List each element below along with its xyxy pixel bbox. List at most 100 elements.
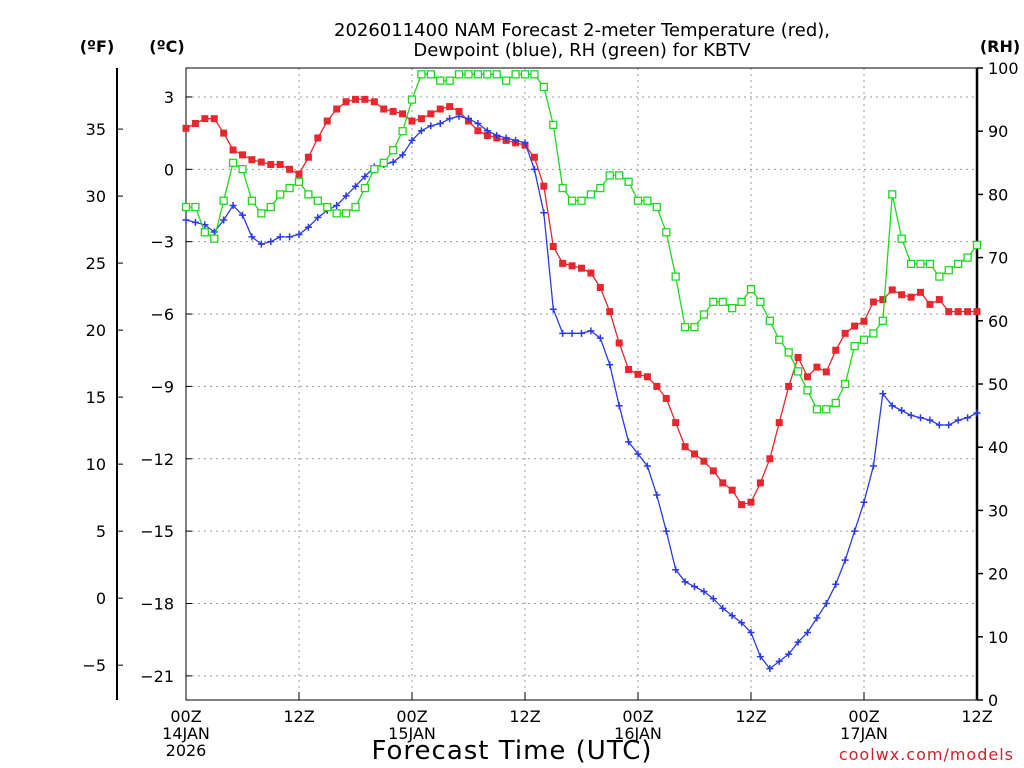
dewpoint-point [389,158,397,166]
rh-point [341,209,351,218]
temperature-point [220,129,228,137]
rh-point [812,405,822,414]
rh-point [247,196,257,205]
temperature-point [427,110,435,118]
temperature-point [662,394,670,402]
temperature-point [474,127,482,135]
rh-point [276,190,285,199]
rh-point [784,348,793,357]
dewpoint-point [229,201,237,209]
dewpoint-point [662,527,670,535]
temperature-point [794,353,802,361]
x-tick-label: 00Z [396,707,427,726]
x-tick-label: 12Z [509,707,540,726]
celsius-tick-label: −21 [140,667,174,686]
rh-point [351,202,360,212]
dewpoint-point [361,173,369,181]
rh-point [454,70,464,79]
rh-point [652,202,661,212]
dewpoint-point [709,595,717,603]
rh-point [803,386,812,395]
dewpoint-point [907,411,915,419]
temperature-point [775,419,783,427]
fahrenheit-tick-label: 10 [86,455,106,474]
dewpoint-point [530,165,538,173]
dewpoint-point [257,240,265,248]
dewpoint-point [333,201,341,209]
dewpoint-point [286,233,294,241]
temperature-point [276,160,284,168]
dewpoint-point [304,223,312,231]
dewpoint-point [804,628,811,636]
rh-tick-label: 100 [988,59,1019,78]
temperature-point [483,132,491,140]
rh-point [680,322,690,332]
temperature-point [643,373,651,381]
dewpoint-point [549,305,557,313]
rh-point [257,209,266,218]
dewpoint-point [964,414,972,422]
temperature-point [455,107,463,115]
dewpoint-point [191,218,199,226]
temperature-point [691,450,698,458]
temperature-point [869,298,877,306]
rh-point [219,196,228,205]
rh-point [699,310,709,319]
rh-point [888,190,897,199]
rh-point [558,183,567,193]
dewpoint-point [493,132,501,140]
dewpoint-point [220,216,228,224]
series-layer [181,70,982,673]
fahrenheit-tick-label: 30 [86,187,106,206]
temperature-point [709,467,717,475]
rh-point [643,196,652,205]
dewpoint-point [455,112,463,120]
celsius-tick-label: 3 [164,88,174,107]
rh-point [737,297,746,306]
temperature-point [380,105,388,113]
temperature-point [182,124,190,132]
rh-point [728,304,737,313]
rh-point [793,367,803,376]
dewpoint-point [681,578,689,586]
temperature-point [568,262,576,270]
temperature-point [615,339,623,347]
temperature-point [681,443,689,451]
rh-point [191,202,200,212]
dewpoint-point [314,214,322,222]
rh-tick-label: 90 [988,122,1008,141]
chart-title-line-1: 2026011400 NAM Forecast 2-meter Temperat… [334,20,830,41]
x-axis-label: Forecast Time (UTC) [371,736,652,766]
rh-point [709,297,718,306]
rh-point [841,379,850,389]
dewpoint-point [813,614,821,622]
temperature-point [304,153,312,161]
temperature-point [785,382,793,390]
temperature-point [747,498,755,506]
dewpoint-point [427,122,435,130]
dewpoint-point [785,650,793,658]
temperature-point [945,308,953,316]
dewpoint-point [615,402,623,410]
dewpoint-point [474,119,482,127]
dewpoint-point [917,414,924,422]
temperature-point [361,95,369,103]
rh-unit-label: (RH) [980,37,1020,56]
axes: 35302520151050−530−3−6−9−12−15−18−210102… [82,59,1018,710]
temperature-point [549,243,557,251]
dewpoint-point [417,127,425,135]
fahrenheit-tick-label: 35 [86,120,106,139]
rh-point [916,259,925,269]
temperature-point [342,98,350,106]
temperature-point [832,346,840,354]
rh-point [869,329,878,338]
dewpoint-point [512,136,520,144]
dewpoint-point [625,438,633,446]
x-tick-label: 00Z [170,707,201,726]
rh-point [944,266,953,275]
temperature-point [257,158,265,166]
celsius-tick-label: −6 [150,305,174,324]
rh-point [530,70,539,79]
dewpoint-point [926,416,934,424]
